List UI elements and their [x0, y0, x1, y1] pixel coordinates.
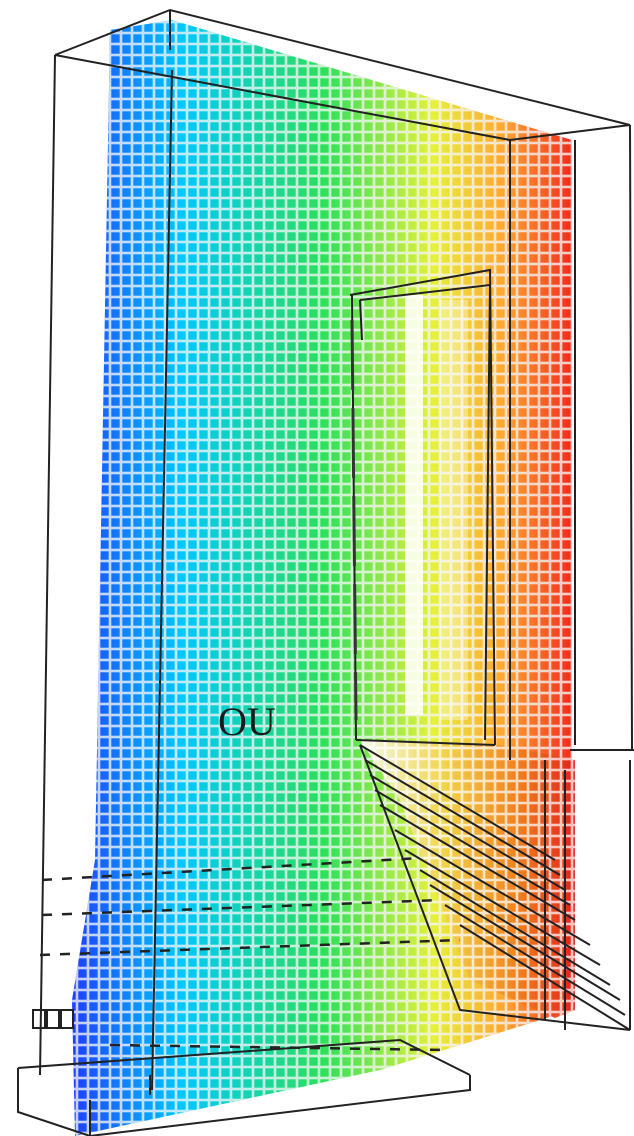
temperature-field-mesh — [72, 20, 572, 1136]
base-outline — [17, 1038, 471, 1136]
inlet-glyphs — [32, 1009, 74, 1029]
dashed-guide — [350, 319, 358, 721]
inner-panel — [405, 295, 468, 720]
enclosure-outline — [39, 8, 634, 1091]
lower-dashed-lines — [39, 856, 461, 1052]
diagram-label: OU — [218, 699, 276, 744]
stair-outline — [359, 744, 631, 1031]
stair-section — [360, 740, 575, 1018]
